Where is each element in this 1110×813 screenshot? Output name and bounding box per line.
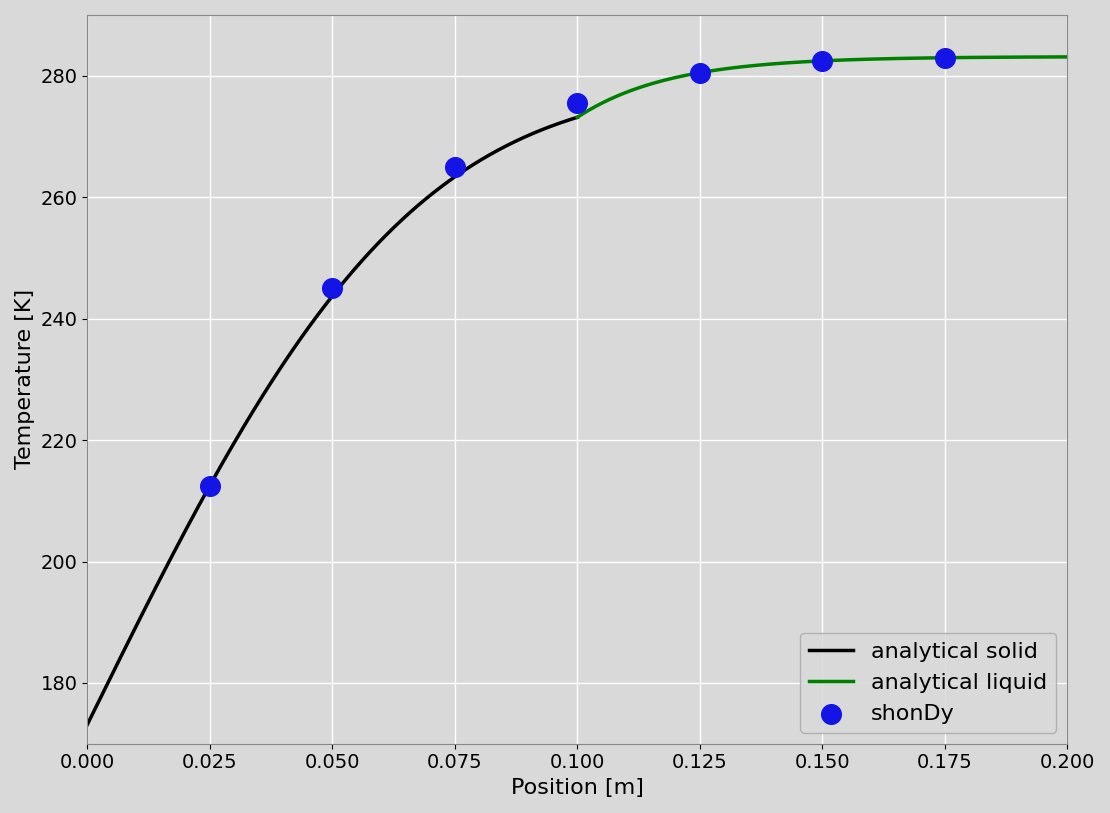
- analytical solid: [316, 303, 330, 313]
- Line: analytical solid: analytical solid: [88, 117, 577, 724]
- shonDy: [690, 66, 708, 79]
- shonDy: [323, 282, 341, 295]
- analytical solid: [313, 307, 326, 317]
- analytical liquid: [836, 55, 849, 65]
- analytical liquid: [804, 57, 817, 67]
- Line: analytical liquid: analytical liquid: [577, 57, 1068, 117]
- Y-axis label: Temperature [K]: Temperature [K]: [16, 289, 36, 469]
- analytical liquid: [1061, 52, 1074, 62]
- analytical liquid: [1049, 52, 1062, 62]
- shonDy: [201, 479, 219, 492]
- analytical solid: [81, 720, 94, 729]
- X-axis label: Position [m]: Position [m]: [511, 778, 644, 798]
- analytical solid: [345, 267, 359, 276]
- Legend: analytical solid, analytical liquid, shonDy: analytical solid, analytical liquid, sho…: [800, 633, 1057, 733]
- shonDy: [446, 160, 464, 173]
- analytical solid: [372, 237, 385, 247]
- shonDy: [936, 51, 953, 64]
- analytical solid: [571, 112, 584, 122]
- analytical liquid: [806, 56, 819, 66]
- shonDy: [568, 97, 586, 110]
- analytical liquid: [571, 112, 584, 122]
- analytical liquid: [972, 53, 986, 63]
- analytical solid: [558, 116, 572, 126]
- shonDy: [814, 54, 831, 67]
- analytical solid: [482, 150, 495, 160]
- analytical liquid: [862, 54, 876, 64]
